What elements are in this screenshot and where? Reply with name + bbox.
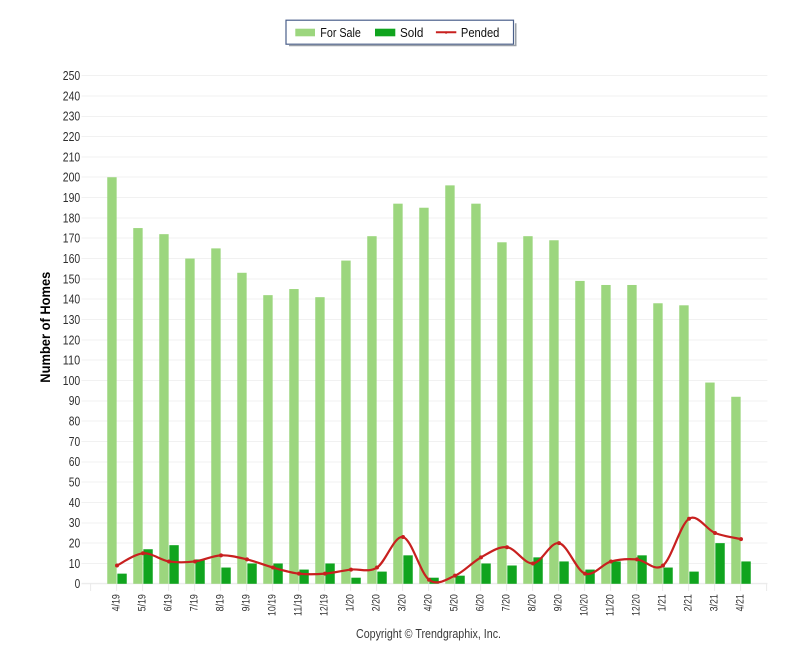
svg-text:1/20: 1/20 xyxy=(344,594,356,611)
svg-text:8/19: 8/19 xyxy=(214,594,226,611)
svg-text:4/19: 4/19 xyxy=(110,594,122,611)
svg-text:2/21: 2/21 xyxy=(682,594,694,611)
svg-text:3/21: 3/21 xyxy=(708,594,720,611)
svg-text:Number of Homes: Number of Homes xyxy=(37,272,53,383)
svg-text:190: 190 xyxy=(63,190,80,205)
svg-text:40: 40 xyxy=(69,495,80,510)
svg-text:120: 120 xyxy=(63,332,80,347)
svg-text:5/19: 5/19 xyxy=(136,594,148,611)
svg-text:6/20: 6/20 xyxy=(474,594,486,611)
svg-text:10/20: 10/20 xyxy=(578,594,590,616)
svg-text:9/20: 9/20 xyxy=(552,594,564,611)
svg-text:250: 250 xyxy=(63,68,80,83)
svg-text:200: 200 xyxy=(63,170,80,185)
svg-text:70: 70 xyxy=(69,434,80,449)
svg-text:150: 150 xyxy=(63,271,80,286)
svg-text:80: 80 xyxy=(69,414,80,429)
svg-text:8/20: 8/20 xyxy=(526,594,538,611)
svg-text:20: 20 xyxy=(69,536,80,551)
svg-text:140: 140 xyxy=(63,292,80,307)
svg-text:9/19: 9/19 xyxy=(240,594,252,611)
svg-text:Copyright © Trendgraphix, Inc.: Copyright © Trendgraphix, Inc. xyxy=(356,626,501,641)
svg-text:130: 130 xyxy=(63,312,80,327)
svg-text:110: 110 xyxy=(63,353,80,368)
svg-text:0: 0 xyxy=(75,576,81,591)
svg-text:170: 170 xyxy=(63,231,80,246)
svg-text:10: 10 xyxy=(69,556,80,571)
svg-text:12/20: 12/20 xyxy=(630,594,642,616)
svg-text:50: 50 xyxy=(69,475,80,490)
svg-text:10/19: 10/19 xyxy=(266,594,278,616)
svg-text:60: 60 xyxy=(69,454,80,469)
svg-text:Pended: Pended xyxy=(461,25,500,40)
svg-text:210: 210 xyxy=(63,149,80,164)
svg-text:1/21: 1/21 xyxy=(656,594,668,611)
svg-text:For Sale: For Sale xyxy=(320,25,361,40)
svg-text:Sold: Sold xyxy=(400,25,423,40)
svg-text:4/20: 4/20 xyxy=(422,594,434,611)
svg-text:160: 160 xyxy=(63,251,80,266)
svg-text:90: 90 xyxy=(69,393,80,408)
svg-text:4/21: 4/21 xyxy=(734,594,746,611)
svg-text:2/20: 2/20 xyxy=(370,594,382,611)
svg-text:30: 30 xyxy=(69,515,80,530)
svg-text:7/20: 7/20 xyxy=(500,594,512,611)
svg-text:100: 100 xyxy=(63,373,80,388)
svg-text:5/20: 5/20 xyxy=(448,594,460,611)
svg-text:3/20: 3/20 xyxy=(396,594,408,611)
svg-text:11/20: 11/20 xyxy=(604,594,616,616)
svg-text:240: 240 xyxy=(63,88,80,103)
svg-text:230: 230 xyxy=(63,109,80,124)
svg-text:180: 180 xyxy=(63,210,80,225)
svg-text:12/19: 12/19 xyxy=(318,594,330,616)
svg-text:220: 220 xyxy=(63,129,80,144)
svg-text:6/19: 6/19 xyxy=(162,594,174,611)
svg-text:7/19: 7/19 xyxy=(188,594,200,611)
svg-text:11/19: 11/19 xyxy=(292,594,304,616)
